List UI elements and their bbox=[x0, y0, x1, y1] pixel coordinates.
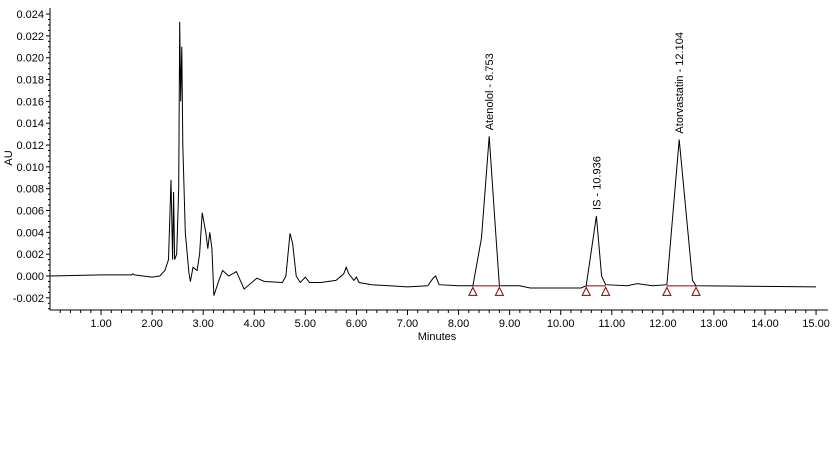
peak-label: IS - 10.936 bbox=[591, 156, 603, 210]
y-tick-label: 0.008 bbox=[16, 184, 44, 196]
peak-boundary-marker bbox=[600, 286, 611, 296]
x-tick-label: 11.00 bbox=[598, 318, 625, 330]
y-tick-label: 0.004 bbox=[16, 227, 44, 239]
peak-boundary-marker bbox=[581, 286, 592, 296]
x-tick-label: 12.00 bbox=[649, 318, 677, 330]
x-tick-label: 1.00 bbox=[90, 318, 111, 330]
peak-label: Atenolol - 8.753 bbox=[484, 53, 496, 130]
x-tick-label: 13.00 bbox=[700, 318, 728, 330]
peak-labels: Atenolol - 8.753 IS - 10.936 Atorvastatin … bbox=[484, 32, 686, 210]
y-tick-label: 0.012 bbox=[16, 140, 44, 152]
integration-marks bbox=[468, 285, 701, 296]
y-axis-label: AU bbox=[3, 150, 15, 165]
y-tick-label: 0.006 bbox=[16, 206, 44, 218]
peak-boundary-marker bbox=[494, 286, 505, 296]
x-tick-label: 10.00 bbox=[547, 318, 575, 330]
y-tick-label: 0.016 bbox=[16, 96, 44, 108]
x-axis-label: Minutes bbox=[418, 331, 457, 343]
y-tick-label: 0.002 bbox=[16, 249, 44, 261]
peak-boundary-marker bbox=[691, 286, 701, 296]
x-tick-label: 3.00 bbox=[192, 318, 213, 330]
y-tick-label: 0.018 bbox=[16, 75, 44, 87]
y-tick-label: 0.020 bbox=[16, 53, 44, 65]
x-tick-label: 5.00 bbox=[295, 318, 316, 330]
x-tick-label: 14.00 bbox=[751, 318, 779, 330]
y-tick-label: 0.000 bbox=[16, 271, 44, 283]
peak-boundary-marker bbox=[468, 286, 478, 296]
x-tick-label: 4.00 bbox=[244, 318, 265, 330]
x-tick-label: 8.00 bbox=[448, 318, 469, 330]
x-tick-label: 15.00 bbox=[802, 318, 830, 330]
peak-boundary-marker bbox=[662, 286, 672, 296]
y-tick-label: 0.014 bbox=[16, 118, 44, 130]
x-tick-label: 9.00 bbox=[499, 318, 520, 330]
chromatogram-trace bbox=[49, 21, 817, 296]
x-tick-label: 6.00 bbox=[346, 318, 367, 330]
y-tick-label: 0.010 bbox=[16, 162, 44, 174]
y-tick-label: -0.002 bbox=[13, 293, 44, 305]
y-tick-label: 0.024 bbox=[16, 9, 44, 21]
x-tick-label: 2.00 bbox=[141, 318, 162, 330]
y-tick-label: 0.022 bbox=[16, 31, 44, 43]
peak-label: Atorvastatin - 12.104 bbox=[674, 32, 686, 134]
x-tick-label: 7.00 bbox=[397, 318, 418, 330]
axes: -0.002 0.000 0.002 0.004 0.006 0.008 0.010 0.01… bbox=[13, 8, 830, 330]
